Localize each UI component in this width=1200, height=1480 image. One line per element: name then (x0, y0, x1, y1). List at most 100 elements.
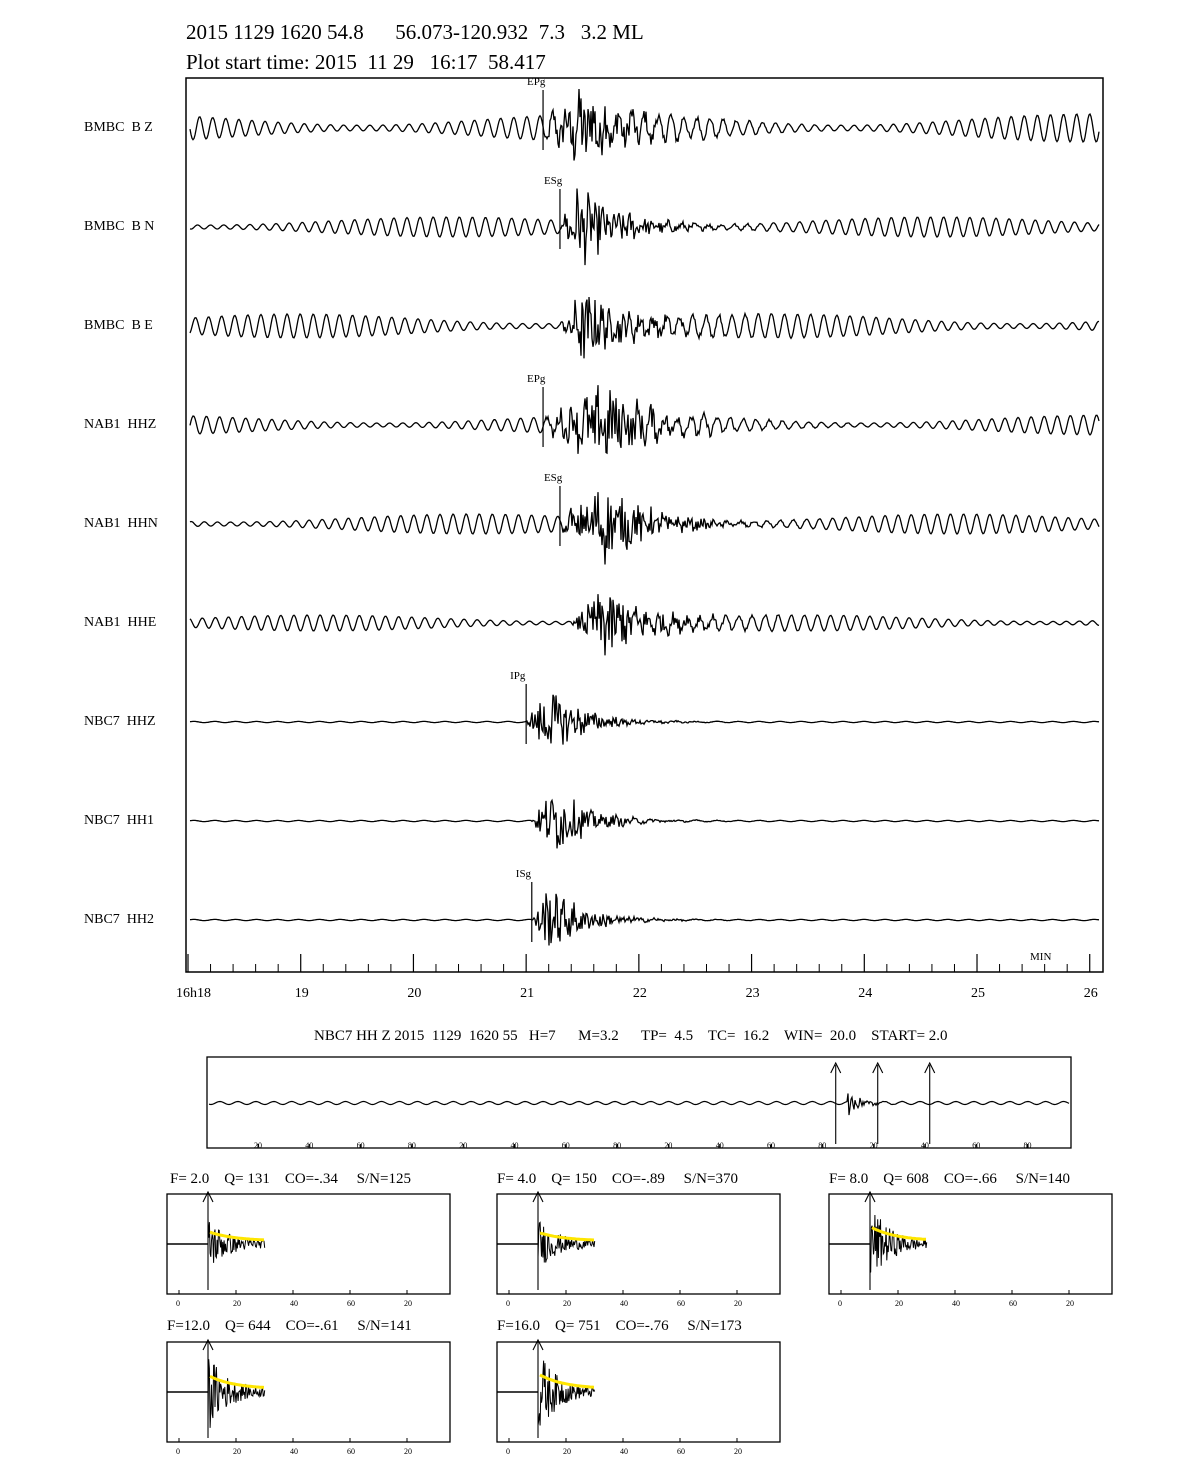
coda-fit-parameters: F= 4.0 Q= 150 CO=-.89 S/N=370 (497, 1171, 738, 1187)
panel-tick-label: 0 (838, 1299, 842, 1308)
coda-tick-label: 80 (407, 1141, 416, 1150)
coda-fit-panel (828, 1190, 1113, 1295)
axis-tick-label: 23 (745, 986, 760, 1001)
time-axis (187, 954, 1091, 972)
coda-waveform (869, 1214, 928, 1273)
onset-marker-arrow (202, 1190, 214, 1203)
coda-fit-panel (496, 1190, 781, 1295)
coda-window-trace (208, 1093, 1070, 1116)
onset-marker-arrow (202, 1338, 214, 1351)
event-info-line: 2015 1129 1620 54.8 56.073-120.932 7.3 3… (186, 20, 644, 44)
coda-tick-label: 20 (459, 1141, 468, 1150)
station-label: NBC7 HHZ (84, 714, 156, 729)
axis-tick-label: 19 (294, 986, 309, 1001)
coda-tick-label: 60 (561, 1141, 570, 1150)
coda-tick-label: 20 (869, 1141, 878, 1150)
axis-tick-label: 16h18 (176, 986, 211, 1001)
panel-tick-label: 40 (952, 1299, 960, 1308)
panel-tick-label: 20 (1066, 1299, 1074, 1308)
trace-line (189, 88, 1100, 161)
coda-tick-label: 60 (972, 1141, 981, 1150)
axis-tick-label: 22 (632, 986, 647, 1001)
panel-tick-label: 20 (563, 1447, 571, 1456)
pick-label: EPg (527, 76, 546, 88)
coda-fit-panel (166, 1190, 451, 1295)
trace-line (189, 893, 1100, 946)
coda-fit-panel (496, 1338, 781, 1443)
coda-tick-label: 60 (767, 1141, 775, 1150)
fitted-decay-curve (209, 1230, 265, 1242)
station-label: NAB1 HHN (84, 516, 158, 531)
window-marker-arrow (924, 1061, 936, 1074)
coda-waveform (537, 1221, 596, 1263)
trace-line (189, 694, 1100, 745)
coda-fit-panel (166, 1338, 451, 1443)
panel-tick-label: 0 (506, 1299, 510, 1308)
trace-line (189, 296, 1100, 359)
coda-tick-label: 40 (920, 1141, 929, 1150)
seismogram-traces (189, 88, 1100, 946)
station-label: NAB1 HHE (84, 615, 157, 630)
pick-label: ESg (543, 175, 563, 187)
coda-tick-label: 20 (254, 1141, 262, 1150)
coda-tick-label: 40 (510, 1141, 519, 1150)
panel-border (496, 1193, 781, 1295)
panel-tick-label: 20 (734, 1299, 742, 1308)
coda-tick-label: 80 (1023, 1141, 1032, 1150)
axis-tick-label: 25 (971, 986, 985, 1001)
panel-tick-label: 20 (895, 1299, 903, 1308)
plot-start-time: Plot start time: 2015 11 29 16:17 58.417 (186, 50, 546, 74)
panel-tick-label: 20 (233, 1447, 241, 1456)
axis-unit-label: MIN (1030, 951, 1052, 963)
station-label: NBC7 HH1 (84, 813, 155, 828)
coda-tick-label: 20 (664, 1141, 673, 1150)
coda-tick-label: 40 (305, 1141, 314, 1150)
station-label: BMBC B N (84, 219, 155, 234)
panel-tick-label: 20 (404, 1447, 412, 1456)
fitted-decay-curve (871, 1226, 927, 1241)
panel-tick-label: 40 (290, 1447, 298, 1456)
coda-tick-label: 80 (613, 1141, 622, 1150)
coda-window-plot (206, 1056, 1072, 1149)
axis-tick-label: 21 (520, 986, 535, 1001)
coda-tick-label: 80 (818, 1141, 827, 1150)
panel-tick-label: 60 (1009, 1299, 1017, 1308)
coda-window-title: NBC7 HH Z 2015 1129 1620 55 H=7 M=3.2 TP… (314, 1028, 948, 1044)
pick-label: EPg (527, 373, 546, 385)
fitted-decay-curve (539, 1231, 595, 1242)
panel-border (496, 1341, 781, 1443)
panel-tick-label: 0 (506, 1447, 510, 1456)
onset-marker-arrow (532, 1338, 544, 1351)
panel-tick-label: 60 (677, 1299, 685, 1308)
pick-label: IPg (510, 670, 526, 682)
pick-label: ISg (515, 868, 532, 880)
coda-fit-parameters: F=12.0 Q= 644 CO=-.61 S/N=141 (167, 1318, 412, 1334)
coda-fit-parameters: F= 2.0 Q= 131 CO=-.34 S/N=125 (170, 1171, 411, 1187)
axis-tick-label: 26 (1083, 986, 1098, 1001)
panel-tick-label: 40 (620, 1447, 628, 1456)
panel-tick-label: 0 (176, 1299, 180, 1308)
coda-tick-label: 40 (715, 1141, 724, 1150)
coda-fit-parameters: F= 8.0 Q= 608 CO=-.66 S/N=140 (829, 1171, 1070, 1187)
panel-tick-label: 60 (347, 1299, 355, 1308)
panel-tick-label: 20 (233, 1299, 241, 1308)
fitted-decay-curve (209, 1375, 265, 1389)
trace-line (189, 594, 1100, 656)
panel-tick-label: 0 (176, 1447, 180, 1456)
panel-tick-label: 40 (620, 1299, 628, 1308)
coda-waveform (207, 1219, 266, 1263)
main-plot-frame (185, 77, 1104, 973)
onset-marker-arrow (864, 1190, 876, 1203)
coda-waveform (537, 1360, 596, 1426)
station-label: NBC7 HH2 (84, 912, 155, 927)
panel-tick-label: 40 (290, 1299, 298, 1308)
pick-label: ESg (543, 472, 563, 484)
trace-line (189, 188, 1100, 266)
panel-tick-label: 20 (734, 1447, 742, 1456)
station-label: BMBC B E (84, 318, 153, 333)
coda-tick-label: 60 (356, 1141, 365, 1150)
axis-tick-label: 24 (858, 986, 873, 1001)
trace-line (189, 492, 1100, 565)
panel-tick-label: 20 (404, 1299, 412, 1308)
window-marker-arrow (830, 1061, 842, 1074)
